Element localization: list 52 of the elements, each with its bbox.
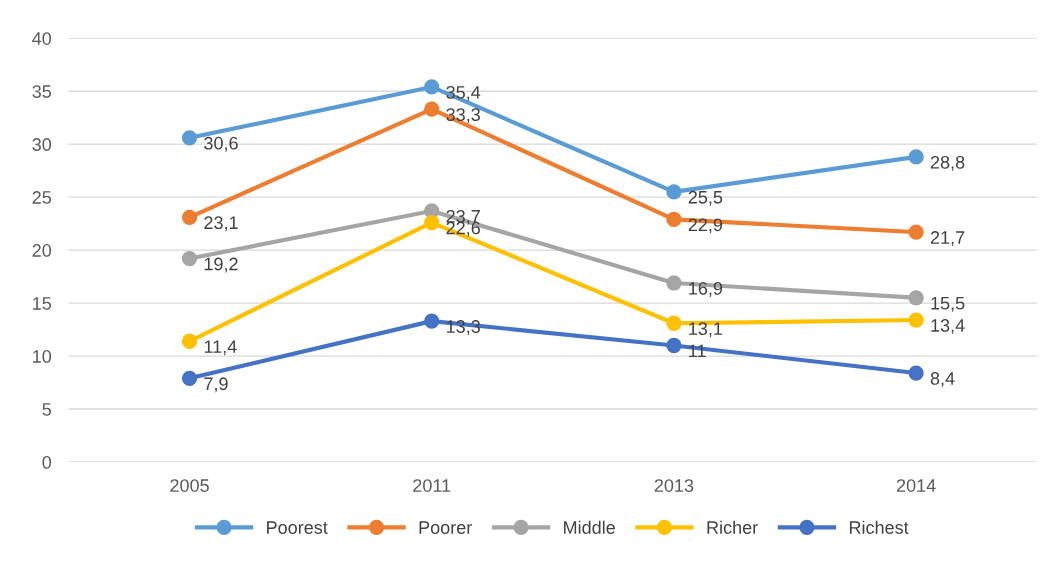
point (424, 214, 440, 231)
point (181, 370, 198, 386)
y-tick-label: 35 (32, 85, 52, 98)
x-tick-label: 2011 (413, 479, 451, 492)
point (181, 333, 198, 349)
x-tick-label: 2013 (654, 479, 694, 492)
point (181, 209, 198, 225)
point (181, 250, 198, 267)
y-tick-label: 30 (32, 138, 52, 151)
data-label: 7,9 (204, 377, 228, 393)
y-tick-label: 10 (33, 350, 52, 363)
y-tick-label: 15 (33, 297, 52, 310)
point (908, 312, 924, 328)
data-label: 35,4 (446, 85, 481, 101)
legend-label: Middle (564, 520, 615, 534)
legend-label: Poorest (267, 521, 328, 534)
y-tick-label: 40 (32, 32, 52, 45)
legend-label: Richer (707, 520, 758, 534)
y-tick-label: 25 (32, 191, 52, 204)
point (908, 290, 924, 306)
data-label: 25,5 (688, 190, 723, 206)
legend-label: Richest (849, 520, 909, 534)
point (424, 79, 440, 95)
y-tick-label: 20 (32, 244, 52, 257)
x-tick-label: 2005 (170, 479, 209, 492)
point (666, 184, 682, 200)
point (908, 224, 924, 240)
data-label: 8,4 (930, 372, 955, 387)
data-label: 19,2 (204, 257, 238, 273)
data-label: 30,6 (204, 136, 238, 152)
y-tick-label: 5 (42, 403, 52, 416)
data-label: 23,1 (204, 216, 238, 232)
point (666, 211, 682, 228)
point (181, 130, 198, 146)
data-label: 13,1 (689, 322, 723, 338)
y-tick-label: 0 (42, 455, 52, 469)
data-label: 16,9 (689, 281, 723, 297)
data-label: 15,5 (931, 297, 965, 312)
point (424, 101, 440, 117)
point (666, 275, 682, 291)
legend-label: Poorer (419, 521, 472, 534)
data-label: 11,4 (204, 340, 237, 356)
point (424, 313, 440, 329)
data-label: 13,4 (931, 319, 965, 334)
point (666, 337, 682, 354)
data-label: 28,8 (930, 155, 965, 171)
data-label: 21,7 (930, 231, 965, 247)
point (908, 149, 924, 165)
x-tick-label: 2014 (896, 479, 936, 492)
point (666, 315, 682, 331)
data-label: 33,3 (446, 108, 480, 124)
point (908, 365, 924, 381)
